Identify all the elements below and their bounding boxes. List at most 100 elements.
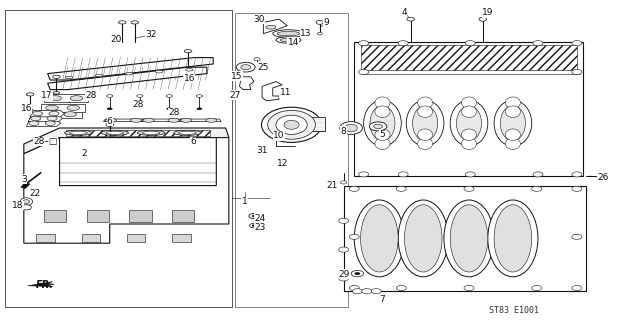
Ellipse shape bbox=[572, 234, 582, 239]
Ellipse shape bbox=[241, 65, 251, 70]
Ellipse shape bbox=[47, 116, 57, 121]
Ellipse shape bbox=[398, 172, 408, 177]
Ellipse shape bbox=[461, 138, 477, 149]
Text: 11: 11 bbox=[280, 88, 291, 97]
Ellipse shape bbox=[418, 97, 433, 108]
Ellipse shape bbox=[413, 106, 438, 141]
Polygon shape bbox=[240, 77, 254, 90]
Text: 6: 6 bbox=[107, 117, 113, 126]
Polygon shape bbox=[179, 119, 221, 122]
Ellipse shape bbox=[464, 186, 474, 191]
Ellipse shape bbox=[26, 93, 34, 96]
Ellipse shape bbox=[252, 225, 256, 227]
Text: 31: 31 bbox=[256, 146, 268, 155]
Ellipse shape bbox=[31, 116, 41, 121]
Ellipse shape bbox=[505, 129, 520, 140]
Ellipse shape bbox=[236, 62, 255, 72]
Ellipse shape bbox=[533, 172, 543, 177]
Ellipse shape bbox=[340, 122, 362, 134]
Ellipse shape bbox=[364, 100, 401, 146]
Ellipse shape bbox=[167, 108, 172, 110]
Ellipse shape bbox=[70, 131, 87, 134]
Text: 2: 2 bbox=[82, 149, 87, 158]
Ellipse shape bbox=[371, 289, 381, 294]
Polygon shape bbox=[24, 128, 229, 154]
Ellipse shape bbox=[196, 95, 203, 97]
Text: 4: 4 bbox=[402, 8, 407, 17]
Polygon shape bbox=[172, 234, 191, 242]
Ellipse shape bbox=[119, 21, 126, 24]
Ellipse shape bbox=[277, 31, 300, 36]
Ellipse shape bbox=[105, 118, 117, 122]
Ellipse shape bbox=[572, 285, 582, 291]
Ellipse shape bbox=[359, 69, 369, 75]
Text: 16: 16 bbox=[21, 104, 32, 113]
Ellipse shape bbox=[444, 200, 494, 277]
Text: 1: 1 bbox=[241, 197, 248, 206]
Ellipse shape bbox=[345, 124, 357, 132]
Ellipse shape bbox=[137, 130, 165, 135]
Ellipse shape bbox=[456, 106, 482, 141]
Polygon shape bbox=[44, 210, 66, 222]
Text: 29: 29 bbox=[338, 270, 349, 279]
Ellipse shape bbox=[369, 122, 387, 131]
Ellipse shape bbox=[349, 285, 359, 291]
Text: 6: 6 bbox=[190, 137, 196, 146]
Text: 12: 12 bbox=[277, 159, 288, 168]
Ellipse shape bbox=[572, 172, 582, 177]
Polygon shape bbox=[30, 110, 65, 117]
Ellipse shape bbox=[21, 205, 31, 210]
Ellipse shape bbox=[398, 200, 448, 277]
Polygon shape bbox=[263, 19, 287, 34]
Polygon shape bbox=[48, 58, 213, 80]
Text: 17: 17 bbox=[41, 92, 53, 100]
Ellipse shape bbox=[64, 112, 76, 117]
Ellipse shape bbox=[45, 121, 55, 125]
Text: 7: 7 bbox=[379, 295, 386, 304]
Polygon shape bbox=[24, 131, 229, 243]
Ellipse shape bbox=[316, 20, 324, 24]
Text: 5: 5 bbox=[379, 130, 386, 139]
Ellipse shape bbox=[494, 100, 532, 146]
Ellipse shape bbox=[450, 100, 488, 146]
Ellipse shape bbox=[65, 130, 92, 135]
Ellipse shape bbox=[268, 110, 315, 139]
Text: 26: 26 bbox=[598, 173, 609, 182]
Ellipse shape bbox=[254, 58, 260, 61]
Text: 30: 30 bbox=[253, 15, 265, 24]
Text: 32: 32 bbox=[145, 30, 156, 39]
Ellipse shape bbox=[125, 72, 133, 75]
Ellipse shape bbox=[340, 181, 347, 184]
Ellipse shape bbox=[339, 276, 349, 281]
Ellipse shape bbox=[349, 186, 359, 191]
Ellipse shape bbox=[143, 118, 154, 122]
Ellipse shape bbox=[261, 107, 322, 142]
Ellipse shape bbox=[361, 205, 398, 272]
Ellipse shape bbox=[276, 37, 301, 43]
Ellipse shape bbox=[461, 97, 477, 108]
Text: 13: 13 bbox=[300, 29, 312, 38]
Ellipse shape bbox=[355, 272, 360, 275]
Ellipse shape bbox=[406, 100, 444, 146]
Ellipse shape bbox=[598, 174, 606, 178]
Ellipse shape bbox=[43, 112, 55, 117]
Ellipse shape bbox=[317, 32, 322, 35]
Ellipse shape bbox=[339, 247, 349, 252]
Ellipse shape bbox=[362, 289, 372, 294]
Text: FR.: FR. bbox=[36, 280, 54, 290]
Text: ST83 E1001: ST83 E1001 bbox=[489, 306, 539, 315]
Polygon shape bbox=[21, 182, 30, 189]
Ellipse shape bbox=[359, 172, 369, 177]
Ellipse shape bbox=[250, 223, 258, 228]
Ellipse shape bbox=[284, 120, 299, 129]
Ellipse shape bbox=[29, 121, 39, 125]
Ellipse shape bbox=[418, 129, 433, 140]
Ellipse shape bbox=[339, 218, 349, 223]
Ellipse shape bbox=[450, 205, 488, 272]
Ellipse shape bbox=[359, 41, 369, 46]
Text: 21: 21 bbox=[327, 181, 338, 190]
Text: 27: 27 bbox=[229, 91, 241, 100]
Ellipse shape bbox=[273, 30, 304, 37]
Polygon shape bbox=[82, 234, 100, 242]
Ellipse shape bbox=[418, 106, 433, 117]
